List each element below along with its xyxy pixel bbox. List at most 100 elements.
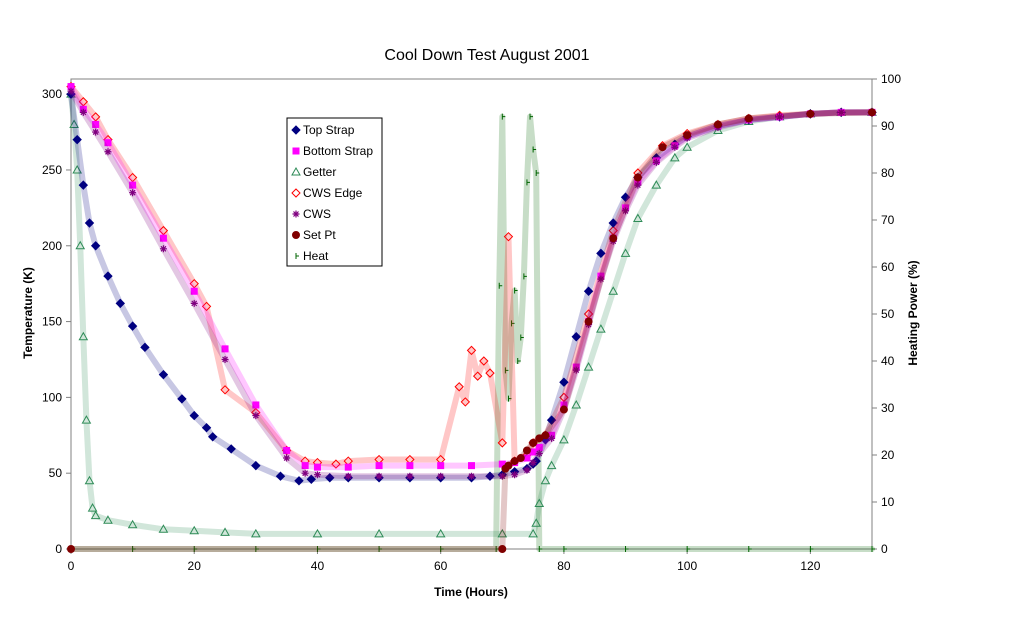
point-top-strap: [596, 248, 606, 259]
point-cws: [313, 471, 321, 479]
point-top-strap: [546, 415, 557, 425]
point-top-strap: [571, 332, 581, 342]
point-set-pt: [683, 131, 692, 140]
legend-marker-cws-edge: [291, 188, 301, 198]
point-bottom-strap: [283, 446, 291, 454]
legend-label: Top Strap: [303, 123, 355, 137]
point-getter: [78, 331, 89, 341]
point-getter: [528, 528, 538, 538]
legend-marker-top-strap: [291, 125, 301, 135]
point-cws-edge: [220, 385, 230, 395]
x-tick-label: 120: [800, 559, 820, 573]
legend-marker-cws: [292, 210, 300, 218]
point-heat: [501, 113, 506, 120]
legend-item-getter: Getter: [291, 165, 336, 179]
point-cws-edge: [127, 172, 138, 183]
legend-label: Heat: [303, 249, 329, 263]
point-top-strap: [158, 369, 169, 380]
point-cws: [221, 355, 229, 363]
point-cws: [597, 275, 605, 283]
point-cws-edge: [559, 392, 569, 403]
point-heat: [193, 546, 198, 552]
point-cws: [498, 472, 506, 480]
y2-tick-label: 100: [881, 72, 901, 86]
point-set-pt: [744, 114, 753, 123]
y2-tick-label: 20: [881, 448, 895, 462]
point-cws: [535, 449, 543, 457]
point-cws-edge: [454, 382, 464, 392]
point-cws: [129, 189, 137, 197]
legend-label: Bottom Strap: [303, 144, 373, 158]
point-bottom-strap: [468, 462, 475, 470]
point-heat: [538, 546, 543, 552]
point-bottom-strap: [406, 462, 414, 470]
legend-marker-set-pt: [292, 231, 300, 239]
legend-item-set-pt: Set Pt: [292, 228, 336, 242]
x-tick-label: 20: [188, 559, 202, 573]
point-set-pt: [713, 120, 722, 129]
y2-tick-label: 70: [881, 213, 895, 227]
series-trail-getter: [68, 91, 875, 537]
point-bottom-strap: [301, 462, 309, 470]
point-cws: [548, 434, 556, 442]
point-cws-edge: [479, 356, 489, 366]
point-set-pt: [609, 234, 618, 243]
point-getter: [534, 498, 545, 508]
point-cws-edge: [189, 278, 199, 289]
point-getter: [651, 180, 662, 189]
point-bottom-strap: [252, 401, 260, 409]
point-cws-edge: [497, 438, 508, 448]
point-cws-edge: [503, 231, 514, 242]
point-getter: [608, 286, 619, 295]
point-cws: [529, 459, 537, 467]
point-top-strap: [189, 410, 199, 421]
series-layer: [66, 81, 877, 553]
point-bottom-strap: [92, 120, 100, 128]
point-top-strap: [226, 444, 236, 454]
legend-label: Getter: [303, 165, 336, 179]
point-top-strap: [103, 271, 113, 281]
point-cws: [837, 108, 845, 116]
point-cws-edge: [472, 371, 483, 381]
point-heat: [526, 179, 530, 186]
point-getter: [546, 460, 557, 470]
point-heat: [514, 287, 518, 294]
point-getter: [531, 518, 542, 527]
point-top-strap: [275, 471, 286, 481]
point-cws: [283, 454, 291, 462]
point-top-strap: [294, 476, 304, 486]
point-cws: [375, 472, 383, 480]
point-heat: [378, 546, 383, 552]
y-tick-label: 100: [42, 390, 62, 404]
point-cws: [252, 412, 260, 420]
point-set-pt: [522, 446, 531, 455]
point-heat: [316, 546, 321, 552]
point-bottom-strap: [104, 139, 112, 147]
point-top-strap: [78, 180, 89, 190]
y-tick-label: 50: [49, 466, 63, 480]
legend-item-cws: CWS: [292, 207, 331, 221]
point-cws-edge: [90, 112, 101, 122]
point-getter: [540, 475, 551, 485]
y2-tick-label: 40: [881, 354, 895, 368]
point-set-pt: [658, 143, 667, 152]
point-cws: [159, 245, 167, 253]
point-getter: [189, 525, 200, 535]
point-cws: [468, 472, 475, 480]
point-set-pt: [559, 405, 568, 414]
point-cws-edge: [158, 225, 169, 236]
point-getter: [81, 415, 92, 424]
y2-tick-label: 50: [881, 307, 895, 321]
series-set-pt: [67, 108, 876, 553]
point-getter: [374, 528, 384, 538]
y2-tick-label: 10: [881, 495, 895, 509]
point-top-strap: [559, 377, 569, 387]
x-tick-label: 40: [311, 559, 325, 573]
point-heat: [686, 546, 691, 552]
point-getter: [220, 527, 230, 536]
point-cws-edge: [466, 345, 477, 356]
y-tick-label: 250: [42, 163, 62, 177]
point-top-strap: [583, 286, 594, 296]
